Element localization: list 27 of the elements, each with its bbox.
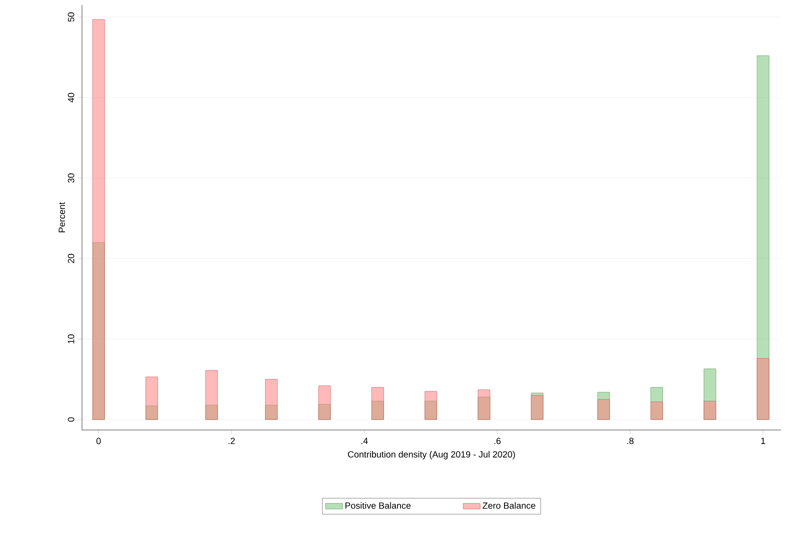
x-tick-label: .4: [361, 438, 368, 444]
legend-label: Positive Balance: [345, 502, 411, 509]
y-axis-title: Percent: [58, 202, 66, 232]
bar: [704, 400, 716, 420]
bar: [205, 370, 218, 420]
bar: [424, 391, 438, 420]
bar: [92, 19, 105, 420]
bar: [146, 376, 158, 420]
x-tick-label: .8: [627, 438, 634, 444]
y-tick-label: 50: [68, 12, 74, 22]
legend-label: Zero Balance: [482, 502, 536, 509]
y-tick-label: 20: [68, 254, 74, 264]
bar: [372, 387, 384, 420]
y-tick-label: 10: [68, 334, 74, 344]
y-tick-label: 0: [68, 417, 74, 422]
x-tick-label: .2: [228, 438, 235, 444]
bar: [265, 379, 278, 420]
x-tick-label: .6: [494, 438, 501, 444]
bar: [478, 390, 490, 420]
bar: [756, 358, 770, 420]
y-tick-label: 40: [68, 92, 74, 102]
bar: [650, 402, 663, 420]
y-tick-label: 30: [68, 173, 74, 183]
x-tick-label: 1: [761, 438, 766, 444]
x-tick-label: 0: [96, 438, 101, 444]
bar: [318, 386, 331, 420]
x-axis-title: Contribution density (Aug 2019 - Jul 2020): [348, 450, 515, 460]
